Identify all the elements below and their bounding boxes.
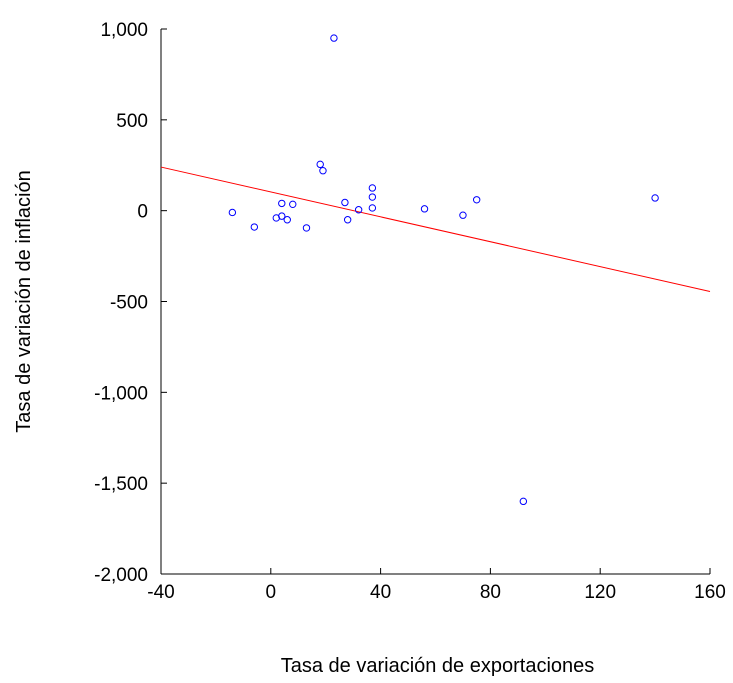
data-point [330, 34, 338, 42]
data-point [278, 199, 286, 208]
x-tick-label: 0 [266, 582, 277, 603]
y-tick-label: 500 [116, 111, 148, 132]
data-point [368, 193, 377, 201]
data-point [289, 200, 297, 209]
data-point [459, 211, 467, 219]
data-point [228, 208, 237, 217]
data-point [250, 223, 259, 231]
x-tick-label: 120 [584, 582, 616, 603]
data-point [283, 216, 291, 224]
y-tick-label: -2,000 [94, 565, 148, 586]
data-point [519, 497, 528, 506]
fit-line-layer [160, 166, 711, 292]
x-tick-label: 80 [480, 582, 501, 603]
data-point [354, 206, 363, 214]
x-tick-labels: -40 0 40 80 120 160 [147, 582, 726, 603]
y-tick-label: -500 [110, 293, 148, 314]
data-point [420, 205, 429, 213]
x-tick-label: 160 [694, 582, 726, 603]
axes [160, 28, 711, 575]
data-point [341, 198, 349, 207]
y-tick-label: 1,000 [100, 20, 148, 41]
points-layer [228, 34, 659, 506]
y-tick-label: -1,500 [94, 474, 148, 495]
data-point [302, 224, 311, 232]
y-axis-title: Tasa de variación de inflación [13, 170, 35, 432]
data-point [316, 160, 324, 169]
x-tick-label: -40 [147, 582, 174, 603]
y-tick-label: -1,000 [94, 383, 148, 404]
data-point [651, 194, 659, 202]
data-point [343, 216, 352, 224]
x-axis-title: Tasa de variación de exportaciones [281, 655, 595, 677]
data-point [472, 196, 481, 204]
y-tick-label: 0 [137, 202, 148, 223]
fit-line [160, 166, 711, 292]
y-tick-labels: -2,000 -1,500 -1,000 -500 0 500 1,000 [94, 20, 148, 586]
data-point [319, 167, 327, 175]
data-point [278, 212, 286, 220]
data-point [368, 184, 377, 192]
data-point [368, 204, 377, 212]
x-tick-label: 40 [370, 582, 391, 603]
